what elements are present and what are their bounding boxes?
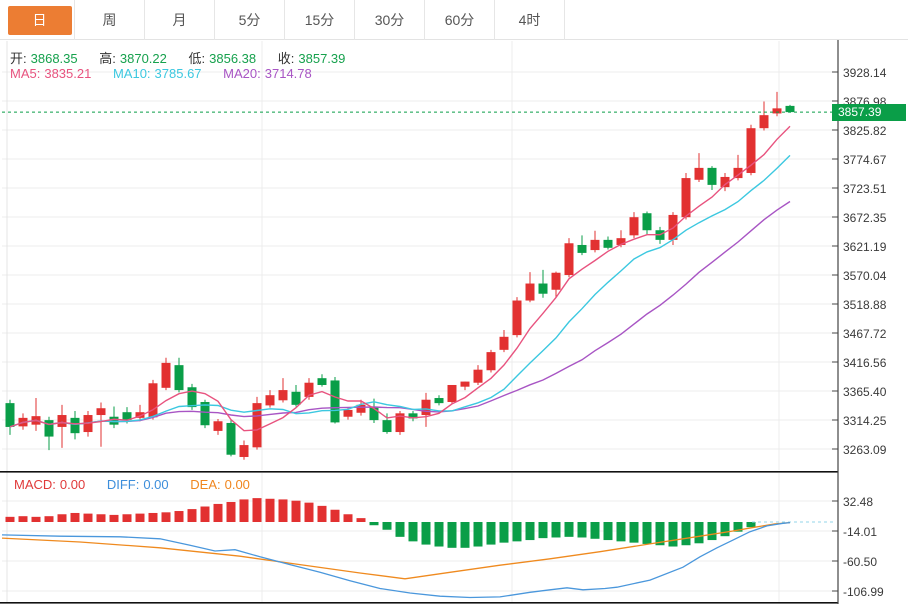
tab-日[interactable]: 日 bbox=[5, 0, 75, 40]
dea-label: DEA: bbox=[190, 477, 221, 492]
tab-label: 60分 bbox=[444, 12, 475, 28]
ma5-label: MA5: bbox=[10, 66, 41, 81]
high-label: 高: bbox=[99, 51, 116, 66]
ma-legend: MA5: 3835.21 MA10: 3785.67 MA20: 3714.78 bbox=[10, 66, 316, 81]
price-axis-label: 3774.67 bbox=[843, 153, 887, 167]
ohlc-legend: 开: 3868.35 高: 3870.22 低: 3856.38 收: 3857.39 bbox=[10, 48, 349, 67]
dea-value: 0.00 bbox=[224, 477, 250, 492]
high-value: 3870.22 bbox=[119, 51, 167, 66]
tab-周[interactable]: 周 bbox=[75, 0, 145, 40]
tab-5分[interactable]: 5分 bbox=[215, 0, 285, 40]
tab-30分[interactable]: 30分 bbox=[355, 0, 425, 40]
tab-label: 15分 bbox=[304, 12, 335, 28]
price-axis-label: 3928.14 bbox=[843, 66, 887, 80]
low-label: 低: bbox=[188, 51, 206, 66]
tab-label: 日 bbox=[7, 5, 72, 35]
price-axis-label: 3723.51 bbox=[843, 182, 887, 196]
tab-label: 月 bbox=[172, 12, 187, 28]
macd-axis-label: -106.99 bbox=[843, 585, 884, 599]
macd-axis-label: 32.48 bbox=[843, 495, 874, 509]
price-axis-label: 3570.04 bbox=[843, 269, 887, 283]
price-axis-label: 3263.09 bbox=[843, 443, 887, 457]
tab-60分[interactable]: 60分 bbox=[425, 0, 495, 40]
tab-label: 周 bbox=[102, 12, 117, 28]
ma10-value: 3785.67 bbox=[154, 66, 202, 81]
tab-label: 4时 bbox=[518, 12, 541, 28]
ma10-label: MA10: bbox=[112, 66, 151, 81]
current-price-badge: 3857.39 bbox=[832, 104, 906, 121]
price-axis-label: 3314.25 bbox=[843, 414, 887, 428]
macd-axis-label: -14.01 bbox=[843, 525, 878, 539]
diff-value: 0.00 bbox=[143, 477, 169, 492]
macd-legend: MACD: 0.00 DIFF: 0.00 DEA: 0.00 bbox=[14, 477, 254, 492]
price-axis-label: 3825.82 bbox=[843, 124, 887, 138]
low-value: 3856.38 bbox=[209, 51, 257, 66]
tab-15分[interactable]: 15分 bbox=[285, 0, 355, 40]
open-label: 开: bbox=[10, 51, 27, 66]
macd-label: MACD: bbox=[14, 477, 56, 492]
close-value: 3857.39 bbox=[298, 51, 346, 66]
ma20-label: MA20: bbox=[223, 66, 261, 81]
ma5-value: 3835.21 bbox=[44, 66, 92, 81]
price-axis-label: 3621.19 bbox=[843, 240, 887, 254]
macd-value: 0.00 bbox=[59, 477, 86, 492]
tab-4时[interactable]: 4时 bbox=[495, 0, 565, 40]
period-tab-bar: 日 周 月 5分 15分 30分 60分 4时 bbox=[0, 0, 908, 40]
price-axis-label: 3518.88 bbox=[843, 298, 887, 312]
close-label: 收: bbox=[277, 51, 295, 66]
ma20-value: 3714.78 bbox=[264, 66, 312, 81]
tab-月[interactable]: 月 bbox=[145, 0, 215, 40]
diff-label: DIFF: bbox=[106, 477, 140, 492]
price-axis-label: 3672.35 bbox=[843, 211, 887, 225]
price-axis-label: 3467.72 bbox=[843, 327, 887, 341]
price-axis-label: 3416.56 bbox=[843, 356, 887, 370]
tab-label: 30分 bbox=[374, 12, 405, 28]
macd-axis-label: -60.50 bbox=[843, 555, 878, 569]
price-axis-label: 3365.40 bbox=[843, 385, 887, 399]
tab-label: 5分 bbox=[238, 12, 261, 28]
open-value: 3868.35 bbox=[30, 51, 78, 66]
